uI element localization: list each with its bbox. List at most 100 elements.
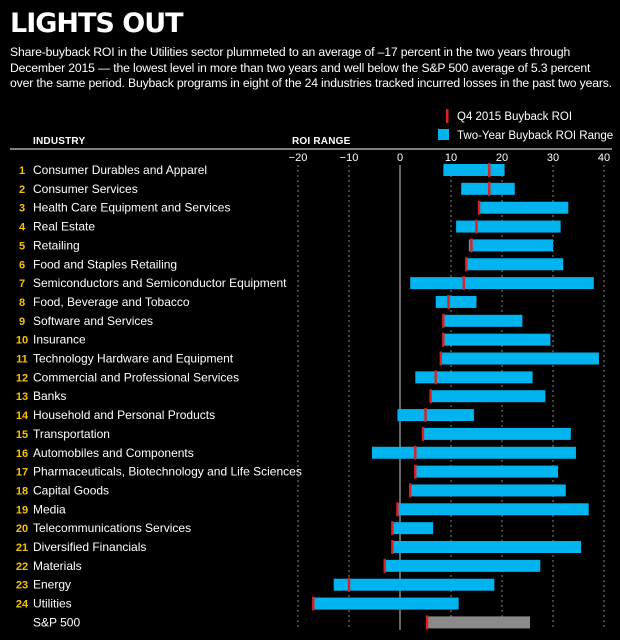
range-bar: [410, 277, 594, 290]
rank-number: 24: [16, 599, 29, 611]
range-bar: [468, 239, 553, 252]
q4-marker: [439, 351, 442, 366]
industry-label: Banks: [33, 389, 66, 403]
industry-row: 10 Insurance: [16, 332, 551, 347]
range-bar: [443, 333, 551, 346]
range-bar: [479, 201, 569, 214]
industry-label: Technology Hardware and Equipment: [33, 352, 234, 366]
x-tick-label: 10: [445, 152, 457, 164]
q4-marker: [429, 389, 432, 404]
rank-number: 1: [19, 165, 25, 177]
industry-label: Consumer Durables and Apparel: [33, 163, 207, 177]
industry-label: Insurance: [33, 333, 86, 347]
range-bar: [410, 484, 566, 497]
industry-row: 17 Pharmaceuticals, Biotechnology and Lif…: [16, 464, 559, 479]
rank-number: 4: [19, 222, 26, 234]
range-bar: [392, 541, 582, 553]
q4-marker: [424, 408, 427, 423]
q4-marker: [475, 219, 478, 234]
rank-number: 16: [16, 448, 28, 460]
industry-rows: 1 Consumer Durables and Apparel 2 Consumer …: [16, 163, 599, 630]
rank-number: 3: [19, 203, 25, 215]
industry-label: Pharmaceuticals, Biotechnology and Life …: [33, 465, 302, 479]
q4-marker: [488, 181, 491, 196]
industry-label: Commercial and Professional Services: [33, 370, 239, 384]
industry-row: 3 Health Care Equipment and Services: [19, 200, 569, 215]
industry-label: Consumer Services: [33, 182, 138, 196]
industry-label: Software and Services: [33, 314, 153, 328]
q4-marker: [383, 558, 386, 573]
industry-row: 7 Semiconductors and Semiconductor Equipm…: [19, 276, 594, 291]
q4-marker: [477, 200, 481, 215]
rank-number: 22: [16, 561, 28, 573]
rank-number: 15: [16, 429, 28, 441]
industry-row: 18 Capital Goods: [16, 483, 566, 498]
range-bar: [427, 616, 531, 629]
industry-row: 23 Energy: [16, 577, 495, 592]
industry-row: 15 Transportation: [16, 426, 571, 441]
q4-marker: [391, 521, 394, 536]
range-bar: [466, 258, 564, 271]
q4-marker: [391, 540, 394, 554]
q4-marker: [347, 577, 351, 592]
legend-q4-label: Q4 2015 Buyback ROI: [457, 111, 572, 123]
industry-row: 1 Consumer Durables and Apparel: [19, 163, 505, 177]
x-tick-label: −10: [340, 152, 359, 164]
range-bar: [440, 352, 599, 365]
range-bar: [415, 465, 559, 478]
rank-number: 12: [16, 372, 28, 384]
rank-number: 10: [16, 335, 28, 347]
range-bar: [461, 182, 515, 195]
industry-row: 12 Commercial and Professional Services: [16, 370, 533, 385]
industry-label: Retailing: [33, 238, 80, 252]
legend: Q4 2015 Buyback ROI Two-Year Buyback ROI…: [438, 109, 613, 142]
industry-row: 20 Telecommunications Services: [16, 521, 434, 536]
industry-label: Media: [33, 502, 66, 516]
x-tick-label: 40: [598, 152, 610, 164]
legend-range-swatch: [438, 129, 449, 140]
q4-marker: [414, 445, 417, 460]
rank-number: 8: [19, 297, 25, 309]
industry-row: 24 Utilities: [16, 596, 459, 611]
range-bar: [435, 295, 477, 308]
rank-number: 9: [19, 316, 25, 328]
range-bar: [443, 314, 523, 327]
industry-row: 9 Software and Services: [19, 313, 523, 328]
range-bar: [456, 220, 561, 233]
industry-column-header: INDUSTRY: [33, 136, 85, 147]
rank-number: 19: [16, 504, 28, 516]
q4-marker: [409, 483, 412, 498]
industry-label: Food and Staples Retailing: [33, 257, 177, 271]
range-bar: [397, 409, 474, 422]
industry-label: Utilities: [33, 597, 72, 611]
industry-label: Energy: [33, 578, 71, 592]
rank-number: 14: [16, 410, 29, 422]
range-bar: [415, 371, 533, 384]
industry-row: 22 Materials: [16, 558, 541, 573]
industry-label: Telecommunications Services: [33, 521, 191, 535]
industry-label: Diversified Financials: [33, 540, 146, 554]
q4-marker: [442, 332, 445, 347]
industry-row: 16 Automobiles and Components: [16, 445, 576, 460]
q4-marker: [462, 276, 465, 291]
industry-row: 11 Technology Hardware and Equipment: [16, 351, 599, 366]
roi-range-header: ROI RANGE: [292, 136, 351, 147]
range-bar: [384, 559, 541, 572]
range-bar: [422, 427, 571, 440]
industry-row: 13 Banks: [16, 389, 546, 404]
range-bar: [313, 597, 459, 610]
q4-marker: [465, 257, 468, 272]
industry-label: Automobiles and Components: [33, 446, 194, 460]
rank-number: 5: [19, 240, 25, 252]
rank-number: 21: [16, 542, 28, 554]
range-bar: [371, 446, 576, 459]
industry-label: Transportation: [33, 427, 110, 441]
range-bar: [333, 578, 495, 591]
industry-row: 5 Retailing: [19, 238, 553, 253]
industry-row: 14 Household and Personal Products: [16, 408, 474, 423]
q4-marker: [447, 294, 450, 309]
range-bar: [392, 522, 434, 535]
rank-number: 23: [16, 580, 28, 592]
chart-title: LIGHTS OUT: [10, 8, 184, 39]
